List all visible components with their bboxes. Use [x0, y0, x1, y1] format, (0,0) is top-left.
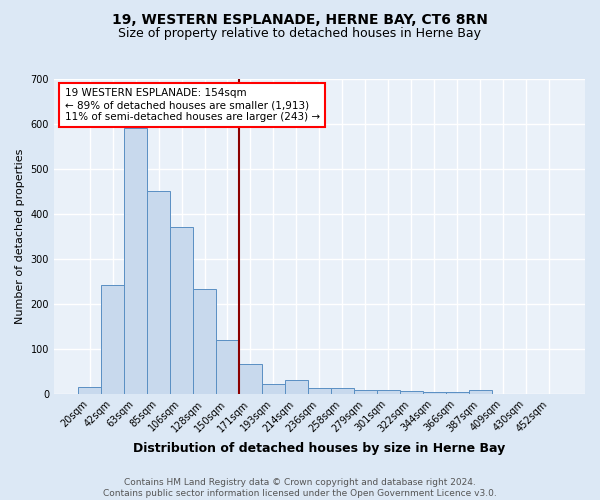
Bar [285, 380, 308, 394]
Text: 19 WESTERN ESPLANADE: 154sqm
← 89% of detached houses are smaller (1,913)
11% of: 19 WESTERN ESPLANADE: 154sqm ← 89% of de… [65, 88, 320, 122]
Bar [469, 390, 492, 394]
X-axis label: Distribution of detached houses by size in Herne Bay: Distribution of detached houses by size … [133, 442, 506, 455]
Text: Contains HM Land Registry data © Crown copyright and database right 2024.
Contai: Contains HM Land Registry data © Crown c… [103, 478, 497, 498]
Bar [331, 388, 354, 394]
Bar [400, 391, 423, 394]
Text: 19, WESTERN ESPLANADE, HERNE BAY, CT6 8RN: 19, WESTERN ESPLANADE, HERNE BAY, CT6 8R… [112, 12, 488, 26]
Bar [78, 387, 101, 394]
Bar [101, 284, 124, 394]
Bar [446, 392, 469, 394]
Bar [354, 390, 377, 394]
Bar [239, 364, 262, 394]
Bar [262, 384, 285, 394]
Bar [423, 392, 446, 394]
Bar [124, 128, 147, 394]
Bar [170, 228, 193, 394]
Bar [216, 340, 239, 394]
Y-axis label: Number of detached properties: Number of detached properties [15, 149, 25, 324]
Text: Size of property relative to detached houses in Herne Bay: Size of property relative to detached ho… [119, 28, 482, 40]
Bar [193, 289, 216, 394]
Bar [147, 192, 170, 394]
Bar [377, 390, 400, 394]
Bar [308, 388, 331, 394]
